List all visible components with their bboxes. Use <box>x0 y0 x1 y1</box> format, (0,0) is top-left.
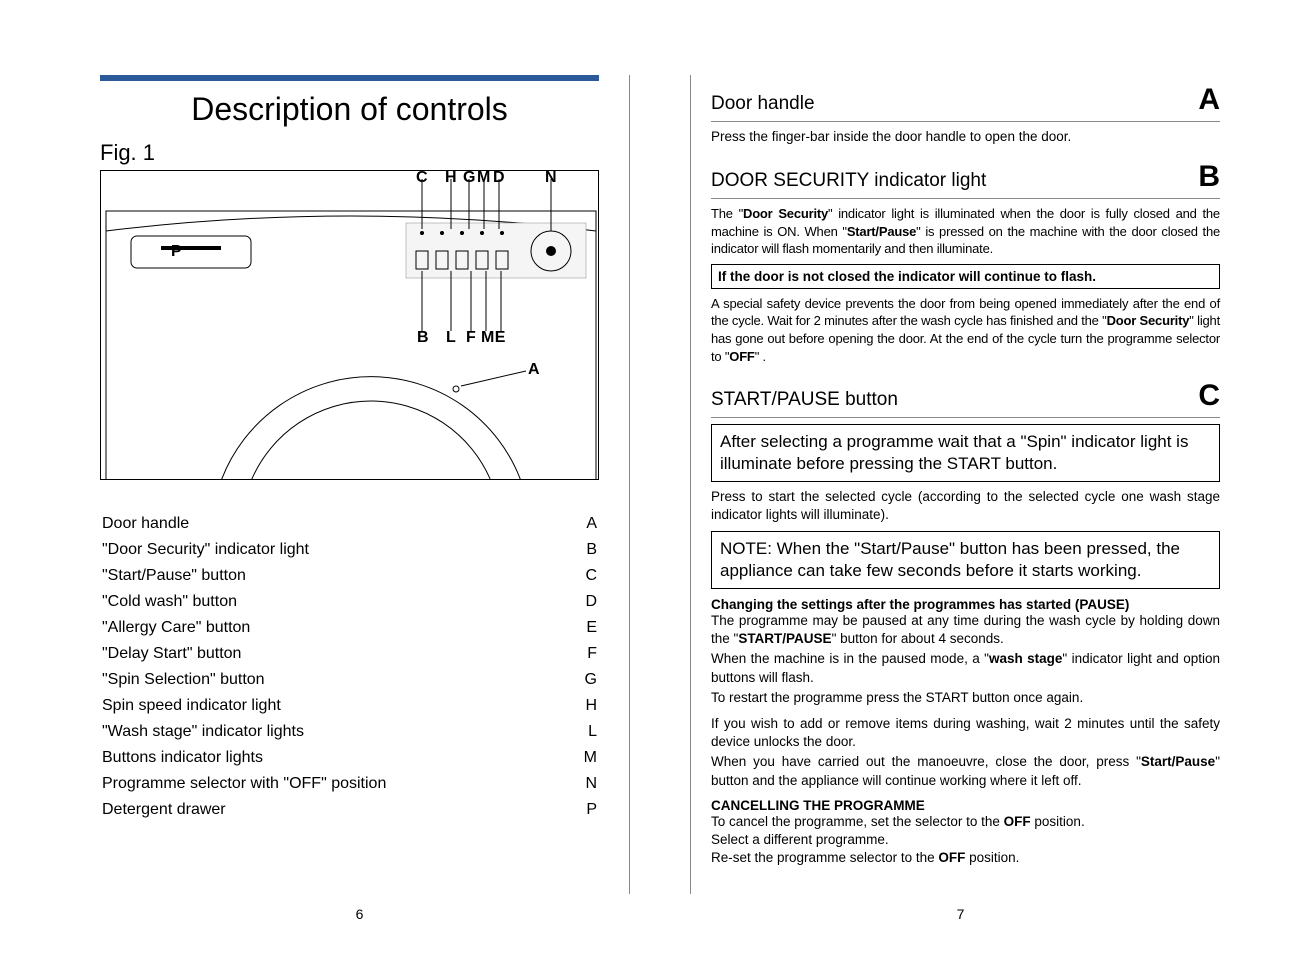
page-right: Door handle A Press the finger-bar insid… <box>690 75 1230 894</box>
legend-row: "Spin Selection" buttonG <box>102 668 597 692</box>
legend-letter: E <box>557 616 597 640</box>
diagram-label-P: P <box>171 243 182 261</box>
section-C-p5: If you wish to add or remove items durin… <box>711 715 1220 751</box>
diagram-label-F: F <box>466 329 476 347</box>
page-number-left: 6 <box>90 906 629 922</box>
diagram-label-B: B <box>417 329 429 347</box>
divider <box>711 417 1220 418</box>
legend-label: Spin speed indicator light <box>102 694 555 718</box>
main-title: Description of controls <box>100 91 599 128</box>
section-C-subhead-pause: Changing the settings after the programm… <box>711 597 1220 612</box>
section-B-title: DOOR SECURITY indicator light <box>711 170 986 192</box>
legend-letter: H <box>557 694 597 718</box>
legend-letter: M <box>557 746 597 770</box>
page-number-right: 7 <box>691 906 1230 922</box>
legend-letter: N <box>557 772 597 796</box>
section-A-head: Door handle A <box>711 83 1220 117</box>
figure-label: Fig. 1 <box>100 140 599 166</box>
legend-label: Detergent drawer <box>102 798 555 822</box>
legend-label: "Allergy Care" button <box>102 616 555 640</box>
section-B-p2: A special safety device prevents the doo… <box>711 295 1220 365</box>
legend-letter: P <box>557 798 597 822</box>
section-C-p6: When you have carried out the manoeuvre,… <box>711 753 1220 789</box>
section-B-head: DOOR SECURITY indicator light B <box>711 160 1220 194</box>
diagram-label-L: L <box>446 329 456 347</box>
section-C-p9: Re-set the programme selector to the OFF… <box>711 849 1220 867</box>
section-A-title: Door handle <box>711 93 815 115</box>
section-C-letter: C <box>1198 379 1220 413</box>
section-A-letter: A <box>1198 83 1220 117</box>
legend-row: Programme selector with "OFF" positionN <box>102 772 597 796</box>
legend-letter: F <box>557 642 597 666</box>
legend-row: "Start/Pause" buttonC <box>102 564 597 588</box>
legend-row: Spin speed indicator lightH <box>102 694 597 718</box>
machine-illustration <box>101 171 599 480</box>
legend-letter: A <box>557 512 597 536</box>
divider <box>711 121 1220 122</box>
section-C-box1: After selecting a programme wait that a … <box>711 424 1220 482</box>
diagram-label-C: C <box>416 170 428 187</box>
diagram-label-G: G <box>463 170 475 187</box>
legend-row: Door handleA <box>102 512 597 536</box>
section-C-subhead-cancel: CANCELLING THE PROGRAMME <box>711 798 1220 813</box>
legend-label: "Wash stage" indicator lights <box>102 720 555 744</box>
legend-label: "Spin Selection" button <box>102 668 555 692</box>
legend-row: Buttons indicator lightsM <box>102 746 597 770</box>
controls-legend-table: Door handleA"Door Security" indicator li… <box>100 510 599 824</box>
legend-label: "Start/Pause" button <box>102 564 555 588</box>
legend-letter: G <box>557 668 597 692</box>
divider <box>711 198 1220 199</box>
diagram-label-ME: M E <box>481 329 503 347</box>
section-C-title: START/PAUSE button <box>711 389 898 411</box>
section-C-p8: Select a different programme. <box>711 831 1220 849</box>
legend-row: "Wash stage" indicator lightsL <box>102 720 597 744</box>
legend-label: "Cold wash" button <box>102 590 555 614</box>
legend-row: "Cold wash" buttonD <box>102 590 597 614</box>
section-B-warning-box: If the door is not closed the indicator … <box>711 264 1220 289</box>
top-bar <box>100 75 599 81</box>
section-B-p1: The "Door Security" indicator light is i… <box>711 205 1220 258</box>
page-left: Description of controls Fig. 1 <box>90 75 630 894</box>
section-B-letter: B <box>1198 160 1220 194</box>
legend-letter: D <box>557 590 597 614</box>
legend-letter: L <box>557 720 597 744</box>
diagram-label-A: A <box>528 361 540 379</box>
legend-row: "Allergy Care" buttonE <box>102 616 597 640</box>
section-A-text: Press the finger-bar inside the door han… <box>711 128 1220 146</box>
legend-label: Programme selector with "OFF" position <box>102 772 555 796</box>
legend-row: "Delay Start" buttonF <box>102 642 597 666</box>
section-C-p1: Press to start the selected cycle (accor… <box>711 488 1220 524</box>
legend-letter: B <box>557 538 597 562</box>
legend-label: "Delay Start" button <box>102 642 555 666</box>
machine-diagram: C H G M D N P B L F M E A <box>100 170 599 480</box>
legend-label: Buttons indicator lights <box>102 746 555 770</box>
section-C-p4: To restart the programme press the START… <box>711 689 1220 707</box>
section-C-p7: To cancel the programme, set the selecto… <box>711 813 1220 831</box>
section-C-p3: When the machine is in the paused mode, … <box>711 650 1220 686</box>
diagram-label-D: D <box>493 170 505 187</box>
section-C-head: START/PAUSE button C <box>711 379 1220 413</box>
section-C-box2: NOTE: When the "Start/Pause" button has … <box>711 531 1220 589</box>
legend-letter: C <box>557 564 597 588</box>
legend-row: Detergent drawerP <box>102 798 597 822</box>
legend-row: "Door Security" indicator lightB <box>102 538 597 562</box>
diagram-label-H: H <box>445 170 457 187</box>
section-C-p2: The programme may be paused at any time … <box>711 612 1220 648</box>
legend-label: "Door Security" indicator light <box>102 538 555 562</box>
diagram-label-N: N <box>545 170 557 187</box>
diagram-label-M: M <box>477 170 490 187</box>
legend-label: Door handle <box>102 512 555 536</box>
